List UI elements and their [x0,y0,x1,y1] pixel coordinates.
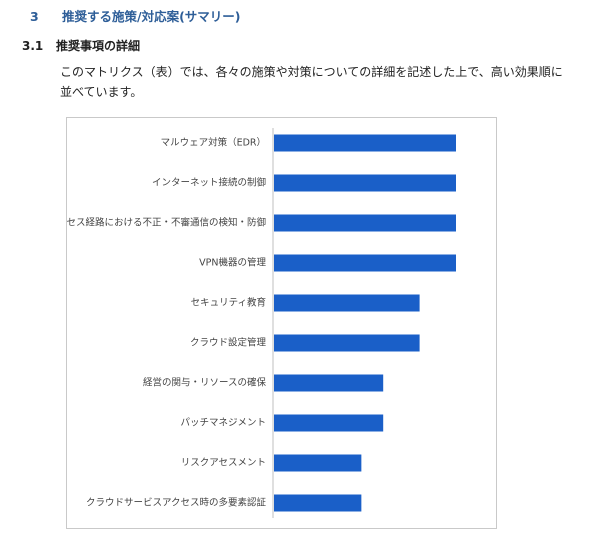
bar [274,334,420,352]
bar [274,454,362,472]
bar-chart: マルウェア対策（EDR） インターネット接続の制御アクセス経路における不正・不審通… [67,128,456,518]
subsection-heading: 3.1 推奨事項の詳細 [22,37,140,54]
section-number: 3 [30,9,39,24]
category-label: 経営の関与・リソースの確保 [143,377,267,389]
bar [274,414,384,432]
category-label: アクセス経路における不正・不審通信の検知・防御 [67,217,266,229]
description-paragraph: このマトリクス（表）では、各々の施策や対策についての詳細を記述した上で、高い効果… [60,65,563,99]
bar [274,294,420,312]
bar [274,494,362,512]
category-label: セキュリティ教育 [191,297,266,309]
category-label: インターネット接続の制御 [152,177,266,189]
bar [274,174,456,192]
category-label: クラウド設定管理 [190,337,267,349]
subsection-title: 推奨事項の詳細 [56,39,141,53]
category-label: クラウドサービスアクセス時の多要素認証 [86,497,267,509]
bar [274,134,456,152]
chart-frame: マルウェア対策（EDR） インターネット接続の制御アクセス経路における不正・不審通… [66,117,497,529]
section-title: 推奨する施策/対応案(サマリー) [62,9,241,24]
category-label: パッチマネジメント [180,418,266,429]
bar [274,254,456,272]
section-heading: 3 推奨する施策/対応案(サマリー) [30,6,241,25]
subsection-number: 3.1 [22,39,44,53]
bar [274,214,456,232]
bar [274,374,384,392]
category-label: マルウェア対策（EDR） [161,137,266,149]
category-label: VPN機器の管理 [199,257,266,269]
category-label: リスクアセスメント [181,458,266,469]
